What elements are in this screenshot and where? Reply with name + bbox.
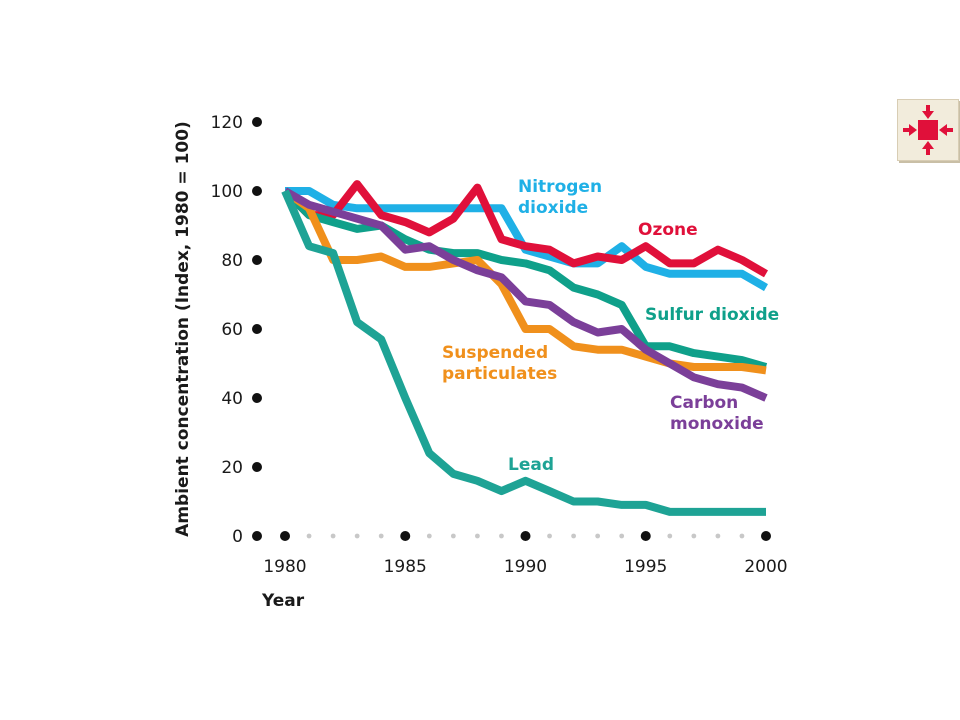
series-labels: Nitrogen dioxide Ozone Sulfur dioxide Suspen… (442, 177, 779, 475)
x-tick-label: 1980 (263, 557, 306, 577)
series-label: Lead (508, 455, 554, 475)
y-tick-dot (252, 531, 262, 541)
x-minor-dot (547, 533, 552, 539)
y-tick-label: 40 (221, 389, 243, 409)
x-minor-dot (715, 533, 721, 539)
y-tick-dot (252, 393, 262, 403)
y-axis-ticks: 0 20 40 60 80 100 120 (211, 113, 262, 547)
series-line-suspended-particulates (282, 187, 767, 375)
x-tick-dot (761, 531, 771, 541)
y-tick-label: 80 (221, 251, 243, 271)
x-minor-dot (450, 533, 456, 539)
y-tick-label: 100 (211, 182, 243, 202)
axis-dots (306, 533, 745, 539)
collapse-view-button[interactable] (897, 99, 959, 161)
series-line-ozone (282, 180, 768, 278)
y-tick-dot (252, 462, 262, 472)
y-tick-dot (252, 186, 262, 196)
series-label: Carbon monoxide (670, 393, 764, 434)
y-tick-dot (252, 117, 262, 127)
x-minor-dot (426, 533, 432, 539)
x-minor-dot (354, 533, 360, 539)
x-minor-dot (499, 533, 504, 539)
y-tick-label: 60 (221, 320, 243, 340)
series-label: Sulfur dioxide (645, 305, 779, 325)
x-minor-dot (571, 533, 576, 539)
series-lines (281, 180, 768, 516)
y-tick-label: 120 (211, 113, 243, 133)
x-minor-dot (739, 533, 745, 539)
x-tick-label: 1985 (384, 557, 427, 577)
y-tick-dot (252, 324, 262, 334)
series-line-carbon-monoxide (283, 187, 768, 402)
series-label: Ozone (638, 220, 698, 240)
series-line-sulfur-dioxide (282, 188, 768, 371)
x-minor-dot (378, 533, 384, 539)
x-axis-ticks: 1980 1985 1990 1995 2000 (263, 531, 788, 577)
collapse-arrows-icon (903, 105, 953, 155)
y-tick-label: 20 (221, 458, 243, 478)
x-minor-dot (475, 533, 480, 539)
series-label: Nitrogen dioxide (518, 177, 602, 218)
x-minor-dot (691, 533, 697, 539)
x-tick-label: 1990 (504, 557, 547, 577)
y-tick-label: 0 (232, 527, 243, 547)
x-tick-label: 1995 (624, 557, 667, 577)
x-minor-dot (330, 533, 336, 539)
x-tick-label: 2000 (744, 557, 787, 577)
x-minor-dot (667, 533, 673, 539)
x-minor-dot (306, 533, 312, 539)
x-tick-dot (280, 531, 290, 541)
x-tick-dot (520, 531, 531, 541)
x-minor-dot (595, 533, 601, 539)
y-axis-title: Ambient concentration (Index, 1980 = 100… (173, 121, 193, 537)
series-label: Suspended particulates (442, 343, 557, 384)
series-line-lead (281, 189, 766, 516)
x-tick-dot (640, 531, 651, 541)
x-minor-dot (619, 533, 625, 539)
y-tick-dot (252, 255, 262, 265)
x-axis-title: Year (261, 591, 305, 611)
x-tick-dot (400, 531, 411, 541)
